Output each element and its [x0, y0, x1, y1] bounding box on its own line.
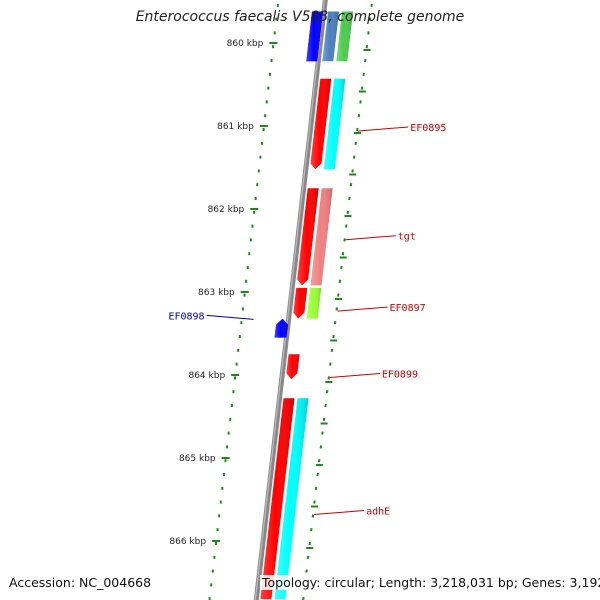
gene-label-leader	[345, 235, 396, 241]
ruler-minor-tick	[305, 569, 308, 573]
ruler-minor-tick	[365, 45, 369, 49]
feature-tracks	[260, 11, 353, 600]
ruler-minor-tick	[314, 486, 318, 490]
gene-feature-shading	[274, 398, 309, 600]
kbp-tick-label: 864 kbp	[188, 371, 225, 381]
ruler-minor-tick	[333, 321, 337, 325]
accession-text: Accession: NC_004668	[7, 575, 154, 590]
ruler-minor-tick	[318, 459, 321, 463]
genome-backbone	[253, 0, 328, 600]
gene-label[interactable]: EF0897	[390, 303, 426, 314]
gene-label-leader	[329, 372, 380, 378]
ruler-minor-tick	[306, 555, 310, 559]
gene-labels: EF0895 tgt EF0897 EF0899 EF0898 adhE	[168, 123, 446, 517]
ruler-minor-tick	[341, 252, 345, 256]
ruler-minor-tick	[360, 86, 364, 90]
ruler-minor-tick	[322, 417, 326, 421]
gene-feature-shading	[306, 287, 322, 319]
kbp-tick-label: 862 kbp	[208, 205, 245, 215]
ruler-minor-tick	[344, 224, 348, 228]
kbp-tick-label: 861 kbp	[217, 122, 254, 132]
ruler-minor-tick	[346, 210, 350, 214]
ruler-minor-tick	[337, 293, 340, 297]
ruler-minor-tick	[362, 72, 365, 76]
map-title: Enterococcus faecalis V583, complete gen…	[135, 9, 465, 25]
gene-feature-shading	[306, 11, 323, 62]
gene-feature-shading	[297, 188, 319, 286]
ruler-minor-tick	[329, 362, 332, 366]
ruler-minor-tick	[364, 58, 367, 63]
ruler-minor-tick	[340, 265, 343, 270]
ruler-minor-tick	[327, 376, 331, 380]
gene-feature-shading	[323, 78, 346, 170]
ruler-minor-tick	[319, 445, 323, 449]
ruler-minor-tick	[335, 307, 338, 311]
ruler-minor-tick	[332, 334, 335, 339]
gene-label-leader	[358, 126, 409, 132]
backbone-line	[253, 0, 328, 600]
ruler-minor-tick	[321, 431, 324, 435]
ruler-minor-tick	[338, 279, 342, 283]
ruler-minor-tick	[313, 500, 316, 504]
gene-label-leader	[314, 509, 365, 515]
genome-summary-text: Topology: circular; Length: 3,218,031 bp…	[260, 575, 600, 590]
gene-feature-shading	[322, 11, 339, 62]
ruler-minor-tick	[325, 390, 329, 394]
kbp-tick-label: 863 kbp	[198, 288, 235, 298]
gene-feature-shading	[274, 318, 288, 338]
ruler-minor-tick	[348, 196, 351, 201]
kbp-ruler: 860 kbp 861 kbp 862 kbp 863 kbp 864 kbp 865 k…	[169, 3, 373, 600]
gene-label[interactable]: tgt	[398, 232, 416, 243]
ruler-minor-tick	[368, 17, 372, 21]
gene-feature-shading	[293, 287, 308, 319]
kbp-tick-label: 860 kbp	[227, 39, 264, 49]
kbp-tick-label: 865 kbp	[179, 454, 216, 464]
ruler-minor-tick	[359, 100, 362, 104]
ruler-minor-tick	[310, 528, 313, 532]
gene-feature-shading	[336, 11, 353, 62]
ruler-minor-tick	[343, 238, 346, 242]
ruler-minor-tick	[370, 3, 373, 7]
gene-label[interactable]: EF0895	[410, 123, 446, 134]
gene-label-leader	[206, 314, 254, 320]
ruler-minor-tick	[324, 403, 327, 408]
ruler-minor-tick	[354, 141, 357, 145]
gene-label[interactable]: adhE	[366, 506, 390, 517]
gene-feature-shading	[310, 188, 333, 286]
gene-feature-shading	[286, 354, 300, 380]
ruler-minor-tick	[352, 155, 356, 159]
ruler-minor-tick	[357, 114, 361, 118]
gene-feature-shading	[260, 398, 295, 600]
gene-label[interactable]: EF0898	[168, 311, 204, 322]
ruler-minor-tick	[311, 514, 315, 518]
gene-label[interactable]: EF0899	[382, 369, 418, 380]
ruler-minor-tick	[330, 348, 334, 352]
ruler-minor-tick	[356, 127, 359, 132]
backbone-highlight	[254, 0, 325, 600]
kbp-tick-label: 866 kbp	[169, 537, 206, 547]
ruler-minor-tick	[367, 31, 370, 35]
ruler-minor-tick	[316, 472, 319, 477]
gene-label-leader	[337, 306, 388, 312]
ruler-minor-tick	[308, 541, 311, 546]
ruler-minor-tick	[351, 169, 354, 173]
gene-feature-shading	[310, 78, 332, 170]
ruler-minor-tick	[349, 183, 353, 187]
